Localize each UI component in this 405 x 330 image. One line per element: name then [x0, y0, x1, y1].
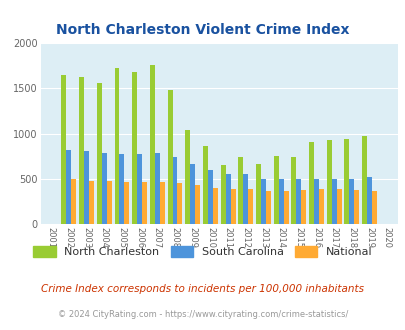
Bar: [318, 189, 323, 224]
Bar: [167, 90, 172, 224]
Bar: [107, 181, 111, 224]
Bar: [149, 65, 154, 224]
Legend: North Charleston, South Carolina, National: North Charleston, South Carolina, Nation…: [29, 242, 376, 262]
Bar: [336, 188, 341, 224]
Bar: [308, 142, 313, 224]
Bar: [301, 190, 305, 224]
Bar: [142, 182, 147, 224]
Bar: [102, 153, 107, 224]
Text: © 2024 CityRating.com - https://www.cityrating.com/crime-statistics/: © 2024 CityRating.com - https://www.city…: [58, 310, 347, 319]
Bar: [66, 149, 71, 224]
Bar: [195, 185, 200, 224]
Bar: [366, 177, 371, 224]
Bar: [273, 156, 278, 224]
Bar: [283, 191, 288, 224]
Bar: [185, 130, 190, 224]
Bar: [190, 164, 195, 224]
Bar: [371, 191, 376, 224]
Bar: [119, 154, 124, 224]
Bar: [247, 189, 253, 224]
Bar: [296, 179, 301, 224]
Bar: [243, 174, 247, 224]
Bar: [207, 170, 212, 224]
Bar: [124, 182, 129, 224]
Bar: [238, 157, 243, 224]
Text: Crime Index corresponds to incidents per 100,000 inhabitants: Crime Index corresponds to incidents per…: [41, 284, 364, 294]
Bar: [172, 157, 177, 224]
Bar: [256, 164, 260, 224]
Bar: [79, 77, 84, 224]
Text: North Charleston Violent Crime Index: North Charleston Violent Crime Index: [56, 23, 349, 37]
Bar: [326, 140, 331, 224]
Bar: [278, 179, 283, 224]
Bar: [313, 179, 318, 224]
Bar: [84, 151, 89, 224]
Bar: [61, 75, 66, 224]
Bar: [114, 68, 119, 224]
Bar: [177, 183, 182, 224]
Bar: [225, 174, 230, 224]
Bar: [331, 179, 336, 224]
Bar: [265, 191, 270, 224]
Bar: [220, 164, 225, 224]
Bar: [291, 157, 296, 224]
Bar: [354, 190, 358, 224]
Bar: [137, 154, 142, 224]
Bar: [97, 83, 102, 224]
Bar: [349, 179, 354, 224]
Bar: [160, 182, 164, 224]
Bar: [361, 136, 366, 224]
Bar: [71, 180, 76, 224]
Bar: [343, 139, 349, 224]
Bar: [260, 180, 265, 224]
Bar: [212, 188, 217, 224]
Bar: [230, 189, 235, 224]
Bar: [202, 147, 207, 224]
Bar: [154, 153, 160, 224]
Bar: [89, 181, 94, 224]
Bar: [132, 72, 137, 224]
